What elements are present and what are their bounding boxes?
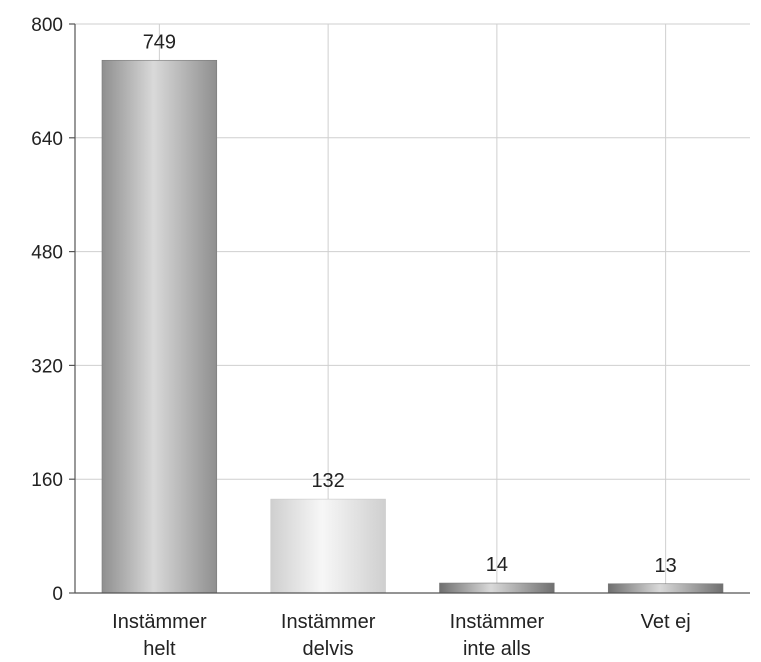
y-tick-label: 800 (31, 15, 63, 36)
bar-2 (439, 582, 555, 594)
x-category-label: helt (143, 638, 176, 660)
y-tick-label: 640 (31, 129, 63, 150)
axes (69, 23, 750, 594)
data-label: 13 (655, 555, 677, 577)
bar-3 (607, 583, 724, 594)
x-category-label: inte alls (463, 638, 531, 660)
x-category-label: Vet ej (641, 611, 691, 633)
y-tick-label: 160 (31, 470, 63, 491)
labels: 0 160 320 480 640 800 749 Instämmer helt 132 Instä… (31, 15, 690, 660)
bar-1 (270, 498, 386, 594)
x-category-label: Instämmer (281, 611, 376, 633)
x-category-label: delvis (303, 638, 354, 660)
data-label: 749 (143, 31, 176, 53)
y-tick-label: 480 (31, 243, 63, 264)
bars (101, 59, 724, 594)
x-category-label: Instämmer (112, 611, 207, 633)
y-tick-label: 320 (31, 356, 63, 377)
x-category-label: Instämmer (450, 611, 545, 633)
data-label: 132 (311, 470, 344, 492)
bar-0 (101, 59, 218, 594)
y-tick-label: 0 (52, 584, 63, 605)
data-label: 14 (486, 554, 508, 576)
